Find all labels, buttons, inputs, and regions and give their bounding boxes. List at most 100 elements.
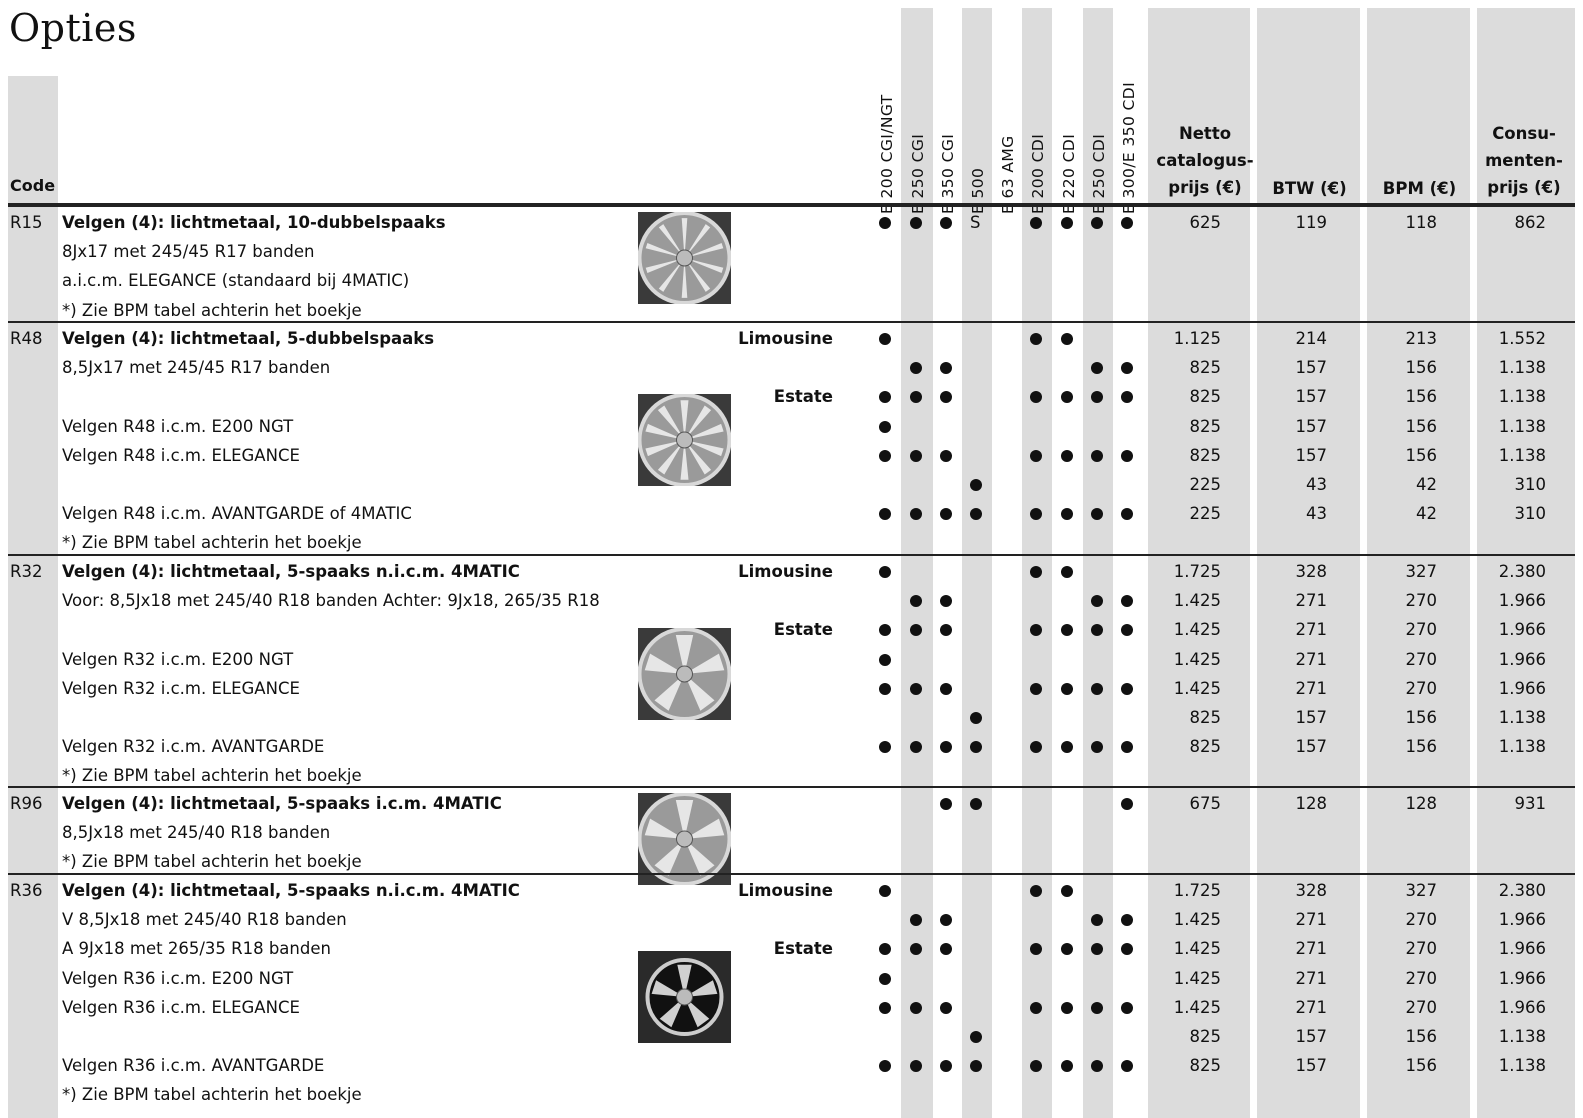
model-header-label: E 500 bbox=[969, 167, 987, 214]
price-btw: 271 bbox=[1295, 678, 1328, 698]
availability-dot bbox=[1061, 449, 1073, 462]
price-cons: 1.138 bbox=[1498, 358, 1546, 378]
option-title: Velgen (4): lichtmetaal, 5-spaaks i.c.m.… bbox=[62, 794, 502, 813]
consumenten-header-line: prijs (€) bbox=[1487, 178, 1561, 197]
model-header: E 350 CGI bbox=[931, 0, 961, 226]
price-btw: 271 bbox=[1295, 997, 1328, 1017]
wheel-image bbox=[637, 211, 732, 305]
price-bpm: 156 bbox=[1405, 737, 1438, 757]
wheel-image bbox=[637, 792, 732, 886]
availability-dot bbox=[910, 362, 922, 375]
group-rule bbox=[8, 786, 1575, 788]
availability-dot bbox=[1091, 449, 1103, 462]
model-column-shade bbox=[1022, 8, 1052, 1118]
availability-dot bbox=[1061, 391, 1073, 404]
availability-dot bbox=[879, 1001, 891, 1014]
availability-dot bbox=[1030, 682, 1042, 695]
price-bpm: 327 bbox=[1405, 881, 1438, 900]
availability-dot bbox=[1030, 943, 1042, 956]
availability-dot bbox=[1121, 943, 1133, 956]
body-variant-label: Limousine bbox=[738, 329, 833, 348]
price-column-shade bbox=[1367, 8, 1470, 1118]
consumenten-header-line: menten- bbox=[1485, 151, 1563, 170]
price-cons: 1.966 bbox=[1498, 591, 1546, 611]
price-cons: 310 bbox=[1514, 504, 1547, 524]
availability-dot bbox=[1091, 217, 1103, 229]
availability-dot bbox=[910, 943, 922, 956]
price-bpm: 156 bbox=[1405, 358, 1438, 378]
header-rule bbox=[8, 203, 1575, 205]
btw-header: BTW (€) bbox=[1272, 179, 1347, 198]
model-header: E 300/E 350 CDI bbox=[1112, 0, 1142, 226]
price-bpm: 270 bbox=[1405, 649, 1438, 669]
availability-dot bbox=[1121, 741, 1133, 754]
price-btw: 119 bbox=[1295, 213, 1328, 232]
price-btw: 157 bbox=[1295, 737, 1328, 757]
option-code: R48 bbox=[10, 329, 43, 348]
group-rule bbox=[8, 321, 1575, 323]
price-cons: 1.966 bbox=[1498, 910, 1546, 930]
option-detail: 8,5Jx17 met 245/45 R17 banden bbox=[62, 358, 331, 378]
availability-dot bbox=[879, 624, 891, 637]
model-header: E 200 CDI bbox=[1021, 0, 1051, 226]
price-cons: 862 bbox=[1514, 213, 1547, 232]
price-bpm: 156 bbox=[1405, 416, 1438, 436]
option-detail: *) Zie BPM tabel achterin het boekje bbox=[62, 300, 362, 320]
price-cons: 1.138 bbox=[1498, 708, 1546, 727]
availability-dot bbox=[879, 943, 891, 956]
availability-dot bbox=[1030, 741, 1042, 754]
availability-dot bbox=[1030, 217, 1042, 229]
model-column-shade bbox=[1083, 8, 1113, 1118]
bpm-header: BPM (€) bbox=[1382, 179, 1457, 198]
availability-dot bbox=[1030, 333, 1042, 345]
wheel-image bbox=[637, 627, 732, 721]
option-detail: *) Zie BPM tabel achterin het boekje bbox=[62, 533, 362, 553]
price-netto: 825 bbox=[1189, 358, 1222, 378]
price-bpm: 118 bbox=[1405, 213, 1438, 232]
price-bpm: 42 bbox=[1416, 475, 1437, 494]
availability-dot bbox=[879, 741, 891, 754]
availability-dot bbox=[910, 741, 922, 754]
availability-dot bbox=[1121, 624, 1133, 637]
availability-dot bbox=[970, 798, 982, 810]
availability-dot bbox=[940, 1001, 952, 1014]
availability-dot bbox=[1061, 508, 1073, 521]
price-btw: 43 bbox=[1306, 475, 1327, 494]
price-cons: 1.138 bbox=[1498, 737, 1546, 757]
netto-header-line: prijs (€) bbox=[1168, 178, 1242, 197]
availability-dot bbox=[1030, 1001, 1042, 1014]
price-netto: 1.725 bbox=[1173, 881, 1221, 900]
price-cons: 1.138 bbox=[1498, 416, 1546, 436]
availability-dot bbox=[879, 508, 891, 521]
price-btw: 271 bbox=[1295, 939, 1328, 959]
availability-dot bbox=[1061, 566, 1073, 578]
availability-dot bbox=[1121, 914, 1133, 927]
netto-header: Netto catalogus-prijs (€) bbox=[1150, 120, 1260, 201]
price-cons: 1.966 bbox=[1498, 620, 1546, 640]
price-netto: 1.725 bbox=[1173, 562, 1221, 581]
price-netto: 1.425 bbox=[1173, 968, 1221, 988]
availability-dot bbox=[1061, 682, 1073, 695]
availability-dot bbox=[879, 333, 891, 345]
model-header-label: E 250 CGI bbox=[909, 133, 927, 214]
code-header: Code bbox=[10, 176, 56, 195]
price-btw: 157 bbox=[1295, 708, 1328, 727]
price-netto: 225 bbox=[1189, 475, 1222, 494]
option-detail: Velgen R48 i.c.m. AVANTGARDE of 4MATIC bbox=[62, 504, 412, 524]
availability-dot bbox=[1030, 885, 1042, 897]
model-header: E 200 CGI/NGT bbox=[870, 0, 900, 226]
option-title: Velgen (4): lichtmetaal, 5-spaaks n.i.c.… bbox=[62, 881, 520, 900]
availability-dot bbox=[1061, 885, 1073, 897]
availability-dot bbox=[970, 508, 982, 521]
model-header-label: E 200 CGI/NGT bbox=[878, 94, 896, 214]
availability-dot bbox=[1091, 1001, 1103, 1014]
availability-dot bbox=[879, 1060, 891, 1073]
availability-dot bbox=[1030, 391, 1042, 404]
availability-dot bbox=[940, 682, 952, 695]
model-header-label: E 350 CGI bbox=[939, 133, 957, 214]
price-netto: 825 bbox=[1189, 1056, 1222, 1076]
availability-dot bbox=[940, 595, 952, 608]
price-bpm: 156 bbox=[1405, 1027, 1438, 1046]
availability-dot bbox=[1121, 798, 1133, 810]
price-btw: 328 bbox=[1295, 881, 1328, 900]
